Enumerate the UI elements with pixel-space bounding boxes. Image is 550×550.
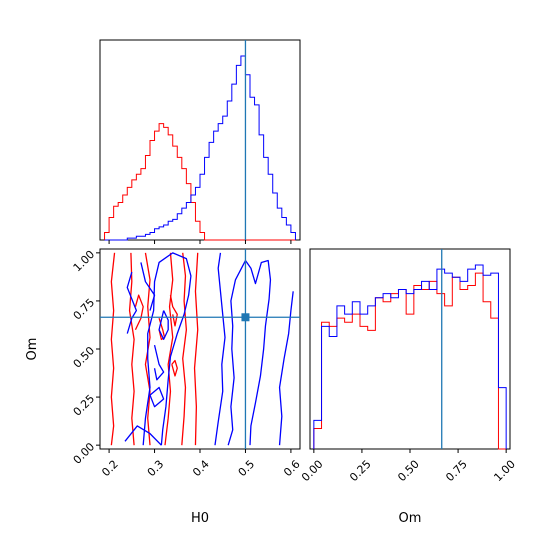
contour-blue-8	[149, 386, 165, 408]
contour-red-0	[110, 252, 116, 446]
y-axis-label-om: Om	[25, 338, 40, 361]
contour-group	[100, 249, 300, 449]
contour-blue-9	[153, 345, 165, 381]
h0-histogram-group	[104, 40, 296, 241]
contour-lines	[110, 252, 294, 446]
contour-y-tick-label-3: 0.75	[71, 296, 98, 323]
contour-y-tick-label-2: 0.50	[71, 344, 98, 371]
contour-red-6	[134, 294, 144, 331]
contour-red-8	[171, 359, 178, 377]
contour-red-4	[181, 252, 188, 446]
contour-red-1	[128, 252, 135, 446]
contour-blue-2	[278, 291, 294, 446]
contour-red-3	[164, 252, 174, 446]
contour-blue-0	[227, 259, 272, 446]
h0-hist-blue-series	[104, 55, 296, 241]
om-hist-x-tick-label-4: 1.00	[491, 458, 518, 485]
om-hist-blue-series	[313, 264, 507, 449]
om-hist-x-tick-label-1: 0.25	[347, 458, 374, 485]
contour-y-tick-label-0: 0.00	[71, 440, 98, 467]
contour-blue-6	[140, 262, 156, 311]
om-hist-x-tick-label-2: 0.50	[395, 458, 422, 485]
contour-blue-4	[142, 252, 192, 446]
contour-x-tick-label-1: 0.3	[145, 458, 167, 480]
panel-om-histogram	[309, 248, 511, 450]
contour-blue-1	[214, 252, 226, 446]
contour-blue-5	[126, 271, 138, 334]
contour-blue-7	[158, 310, 169, 341]
om-hist-x-tick-label-3: 0.75	[443, 458, 470, 485]
contour-red-7	[169, 295, 178, 327]
contour-truth-marker	[241, 313, 250, 322]
contour-blue-3	[124, 425, 162, 446]
h0-hist-red-series	[104, 123, 296, 241]
om-histogram-group	[313, 249, 507, 450]
contour-x-tick-label-0: 0.2	[99, 458, 121, 480]
contour-y-tick-label-4: 1.00	[71, 248, 98, 275]
tick-group: 0.2 0.3 0.4 0.5 0.60.00 0.25 0.50 0.75 1.000.000…	[71, 240, 518, 484]
x-axis-label-h0: H0	[191, 511, 209, 526]
om-hist-red-series	[313, 272, 507, 450]
contour-y-tick-label-1: 0.25	[71, 392, 98, 419]
panel-h0-histogram	[99, 39, 301, 241]
om-hist-x-tick-label-0: 0.00	[299, 458, 326, 485]
contour-x-tick-label-2: 0.4	[190, 458, 212, 480]
contour-red-5	[193, 252, 199, 446]
contour-x-tick-label-3: 0.5	[236, 458, 258, 480]
x-axis-label-om: Om	[399, 511, 422, 526]
